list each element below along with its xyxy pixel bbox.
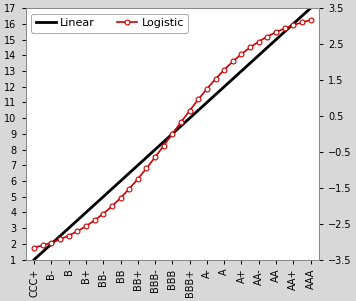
Logistic <box>49 241 54 244</box>
Linear <box>119 179 123 183</box>
Logistic <box>283 26 287 30</box>
Logistic <box>67 234 71 237</box>
Logistic <box>265 35 269 38</box>
Logistic <box>58 237 62 241</box>
Logistic <box>162 144 166 147</box>
Linear <box>308 6 313 10</box>
Logistic <box>179 120 183 124</box>
Logistic <box>196 98 200 101</box>
Linear <box>239 69 244 73</box>
Logistic <box>213 77 218 81</box>
Logistic <box>222 68 226 72</box>
Linear <box>49 242 54 246</box>
Logistic <box>127 187 131 191</box>
Logistic <box>231 60 235 63</box>
Logistic <box>291 23 295 27</box>
Linear <box>170 132 174 136</box>
Line: Logistic: Logistic <box>32 18 313 250</box>
Line: Linear: Linear <box>34 8 310 259</box>
Logistic <box>239 52 244 56</box>
Legend: Linear, Logistic: Linear, Logistic <box>31 14 188 33</box>
Logistic <box>300 20 304 24</box>
Logistic <box>144 166 148 170</box>
Logistic <box>119 196 123 200</box>
Logistic <box>205 87 209 91</box>
Linear <box>153 148 157 151</box>
Linear <box>67 226 71 230</box>
Linear <box>205 101 209 104</box>
Linear <box>32 258 36 261</box>
Logistic <box>136 177 140 181</box>
Logistic <box>93 219 97 222</box>
Logistic <box>248 46 252 49</box>
Logistic <box>274 30 278 34</box>
Linear <box>291 22 295 26</box>
Logistic <box>101 212 105 216</box>
Linear <box>84 211 88 214</box>
Logistic <box>84 224 88 228</box>
Linear <box>257 54 261 57</box>
Linear <box>274 38 278 42</box>
Logistic <box>41 244 45 247</box>
Logistic <box>188 109 192 112</box>
Linear <box>222 85 226 88</box>
Linear <box>136 163 140 167</box>
Logistic <box>170 132 174 136</box>
Logistic <box>308 18 313 22</box>
Logistic <box>110 204 114 208</box>
Logistic <box>153 155 157 159</box>
Logistic <box>75 229 79 233</box>
Linear <box>188 116 192 120</box>
Logistic <box>257 40 261 43</box>
Linear <box>101 195 105 199</box>
Logistic <box>32 246 36 250</box>
